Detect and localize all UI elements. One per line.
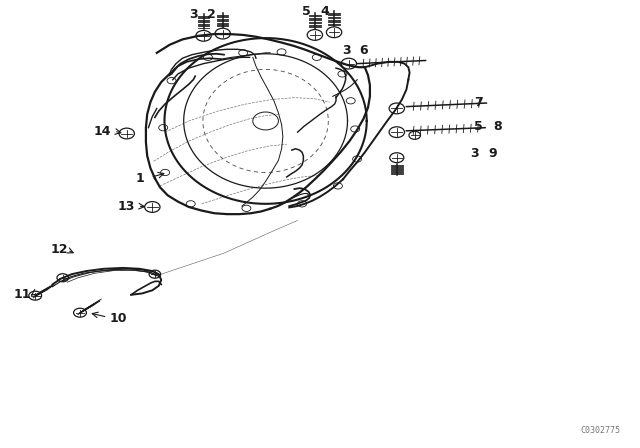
Text: 14: 14 xyxy=(93,125,111,138)
Text: 3: 3 xyxy=(189,8,198,22)
Text: 5: 5 xyxy=(301,5,310,18)
Text: 3: 3 xyxy=(342,43,351,57)
Text: C0302775: C0302775 xyxy=(581,426,621,435)
Text: 11: 11 xyxy=(13,288,31,302)
Text: 6: 6 xyxy=(359,43,368,57)
Text: 9: 9 xyxy=(488,146,497,160)
Text: 2: 2 xyxy=(207,8,216,22)
Text: 13: 13 xyxy=(118,199,136,213)
Text: 5: 5 xyxy=(474,120,483,134)
Text: 3: 3 xyxy=(470,146,479,160)
Text: 10: 10 xyxy=(109,311,127,325)
Text: 12: 12 xyxy=(50,243,68,257)
Text: 8: 8 xyxy=(493,120,502,134)
Text: 1: 1 xyxy=(135,172,144,185)
Text: 7: 7 xyxy=(474,95,483,109)
Text: 4: 4 xyxy=(321,5,330,18)
